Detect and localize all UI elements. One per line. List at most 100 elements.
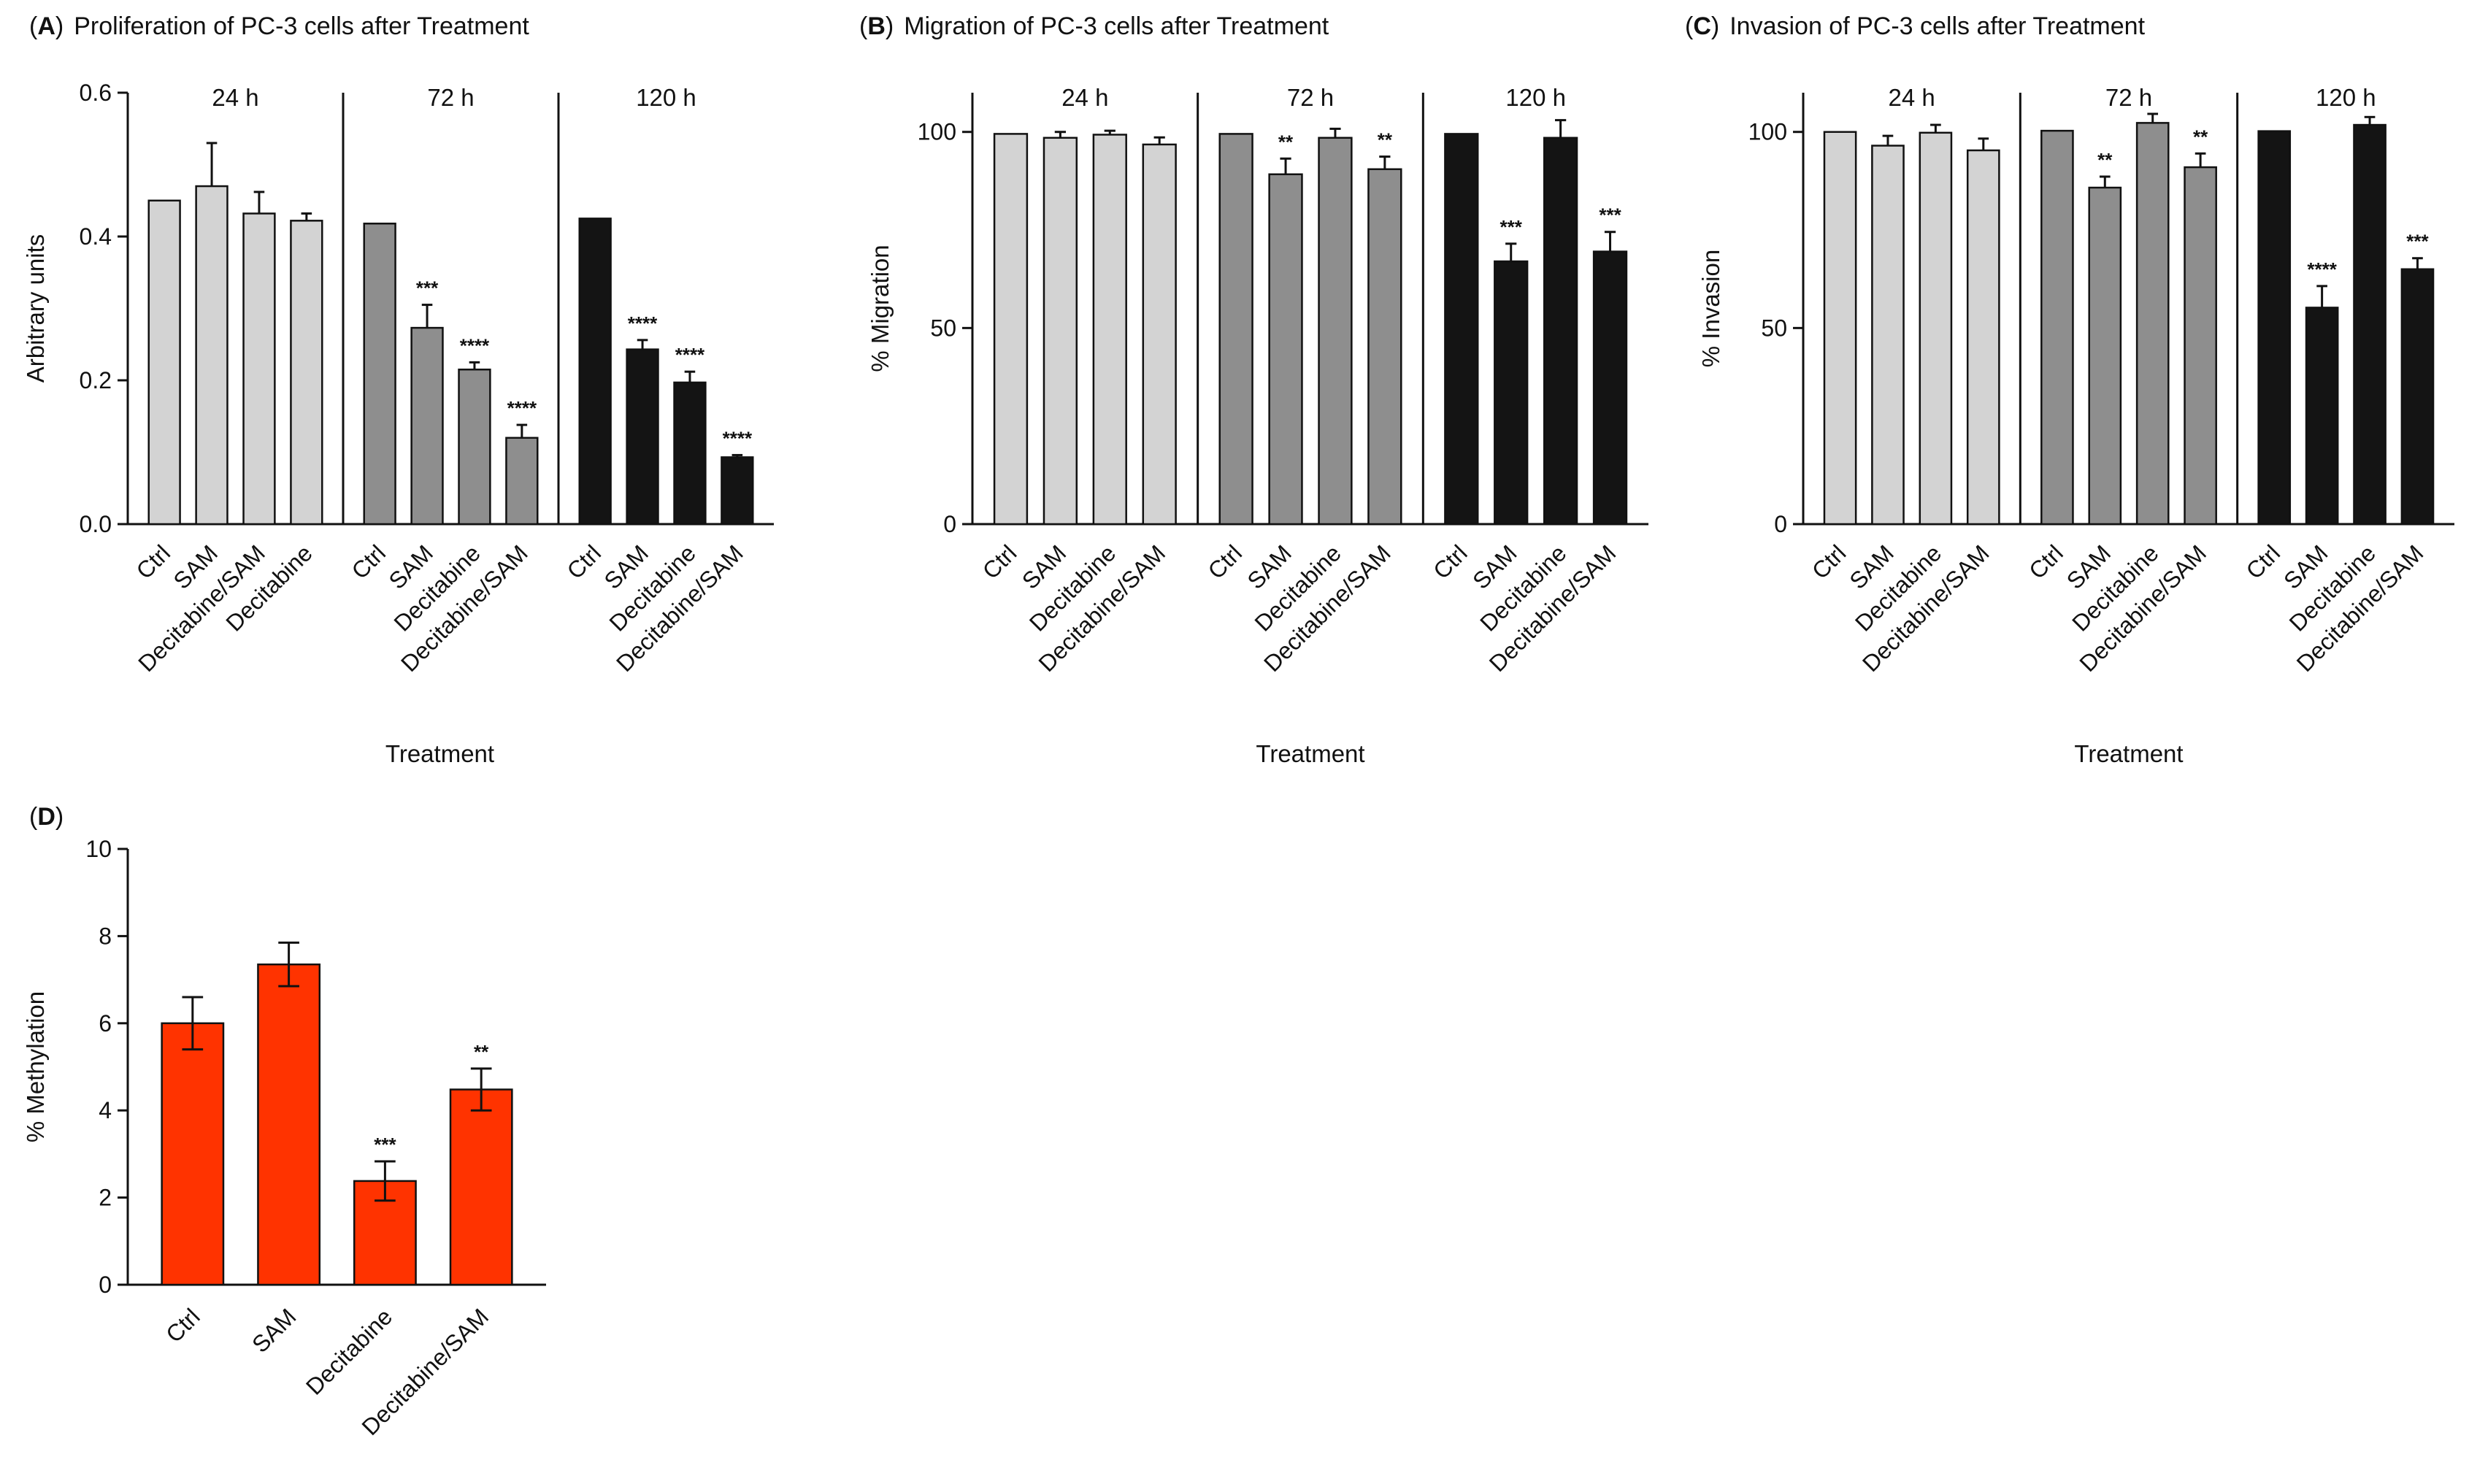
y-axis-label: % Methylation	[22, 991, 49, 1142]
significance-label: ****	[675, 344, 705, 366]
bar	[1444, 133, 1479, 526]
bar	[1042, 137, 1078, 526]
significance-label: ***	[2406, 231, 2429, 253]
category-label: Ctrl	[561, 539, 606, 584]
y-tick-label: 100	[918, 119, 956, 145]
panel-letter: A	[37, 12, 55, 40]
significance-label: **	[1378, 129, 1393, 151]
panel-paren-open: (	[29, 12, 38, 40]
time-point-label: 72 h	[427, 84, 474, 111]
panel-d: (D) 0 2 4 6 8 10 % Methylation Ctrl SAM *** Decitab…	[22, 803, 546, 1440]
y-tick-label: 10	[85, 836, 112, 862]
bar	[1142, 143, 1177, 526]
bar	[2400, 268, 2435, 526]
panel-paren-open: (	[859, 12, 868, 40]
category-label: Ctrl	[131, 539, 175, 584]
category-label: Ctrl	[346, 539, 391, 584]
bar	[2257, 130, 2292, 526]
bar	[993, 133, 1029, 526]
significance-label: ***	[374, 1134, 396, 1156]
y-tick-label: 0	[99, 1272, 112, 1298]
bar	[1966, 149, 2000, 526]
y-tick-label: 6	[99, 1010, 112, 1037]
panel-letter: D	[37, 803, 55, 831]
bar	[1218, 133, 1253, 526]
bar	[1592, 250, 1628, 526]
panel-letter: C	[1693, 12, 1711, 40]
significance-label: ****	[507, 397, 537, 419]
time-point-label: 120 h	[1505, 84, 1566, 111]
panel-a: (A) Proliferation of PC-3 cells after Tre…	[22, 12, 774, 767]
y-tick-label: 2	[99, 1185, 112, 1211]
panel-title: (D)	[29, 803, 64, 831]
panel-paren-open: (	[1685, 12, 1694, 40]
bar	[1268, 173, 1303, 526]
y-tick-label: 50	[1761, 315, 1787, 341]
bar	[626, 348, 659, 526]
category-label: Ctrl	[1428, 539, 1472, 584]
bar	[1494, 260, 1529, 526]
panel-paren-close: )	[886, 12, 894, 40]
category-label: Ctrl	[2241, 539, 2286, 584]
y-tick-label: 0.6	[80, 80, 112, 106]
y-tick-label: 0.4	[80, 223, 112, 250]
y-tick-label: 50	[930, 315, 956, 341]
bar	[1919, 131, 1953, 526]
significance-label: ****	[460, 334, 490, 356]
bar	[1823, 131, 1857, 526]
bar	[449, 1088, 513, 1286]
category-label: Ctrl	[2024, 539, 2068, 584]
y-tick-label: 100	[1748, 119, 1787, 145]
significance-label: ****	[628, 312, 658, 334]
significance-label: **	[474, 1041, 489, 1063]
y-tick-label: 8	[99, 923, 112, 949]
panel-paren-open: (	[29, 803, 38, 831]
bar	[721, 456, 754, 526]
bar	[290, 220, 323, 526]
bar	[2184, 166, 2217, 526]
panel-paren-close: )	[55, 12, 64, 40]
time-point-label: 24 h	[1889, 84, 1935, 111]
bar	[2135, 122, 2170, 526]
time-point-label: 24 h	[212, 84, 258, 111]
time-point-label: 24 h	[1061, 84, 1108, 111]
bar	[1367, 168, 1402, 526]
bar	[1543, 137, 1578, 526]
significance-label: ****	[723, 427, 753, 449]
bar	[363, 223, 396, 526]
bar	[2353, 123, 2387, 526]
panel-paren-close: )	[1711, 12, 1719, 40]
panel-title: (B) Migration of PC-3 cells after Treatme…	[859, 12, 1329, 40]
y-axis-label: % Migration	[867, 245, 894, 372]
bar	[195, 185, 229, 526]
bar	[673, 381, 707, 526]
significance-label: **	[1278, 131, 1294, 153]
y-tick-label: 0	[1774, 511, 1787, 537]
y-tick-label: 0.2	[80, 367, 112, 393]
significance-label: ***	[1500, 216, 1523, 238]
y-tick-label: 4	[99, 1097, 112, 1123]
category-label: Ctrl	[1202, 539, 1247, 584]
bar	[458, 368, 491, 526]
y-axis-label: Arbitrary units	[22, 234, 49, 383]
panel-title-text: Proliferation of PC-3 cells after Treatm…	[74, 12, 529, 40]
x-axis-label: Treatment	[385, 740, 494, 767]
significance-label: ***	[1599, 204, 1621, 226]
category-label: Ctrl	[978, 539, 1022, 584]
significance-label: **	[2097, 149, 2113, 171]
category-label: Decitabine	[301, 1303, 397, 1399]
bar	[242, 212, 276, 526]
bar	[161, 1022, 225, 1286]
panel-title: (C) Invasion of PC-3 cells after Treatmen…	[1685, 12, 2146, 40]
time-point-label: 120 h	[2316, 84, 2376, 111]
y-axis-label: % Invasion	[1697, 250, 1724, 367]
x-axis-label: Treatment	[1256, 740, 1364, 767]
time-point-label: 72 h	[1287, 84, 1334, 111]
panel-b: (B) Migration of PC-3 cells after Treatme…	[859, 12, 1648, 767]
panel-title-text: Migration of PC-3 cells after Treatment	[904, 12, 1329, 40]
bar	[257, 963, 321, 1286]
panel-paren-close: )	[55, 803, 64, 831]
bar	[2040, 129, 2074, 526]
panel-title-text: Invasion of PC-3 cells after Treatment	[1729, 12, 2145, 40]
